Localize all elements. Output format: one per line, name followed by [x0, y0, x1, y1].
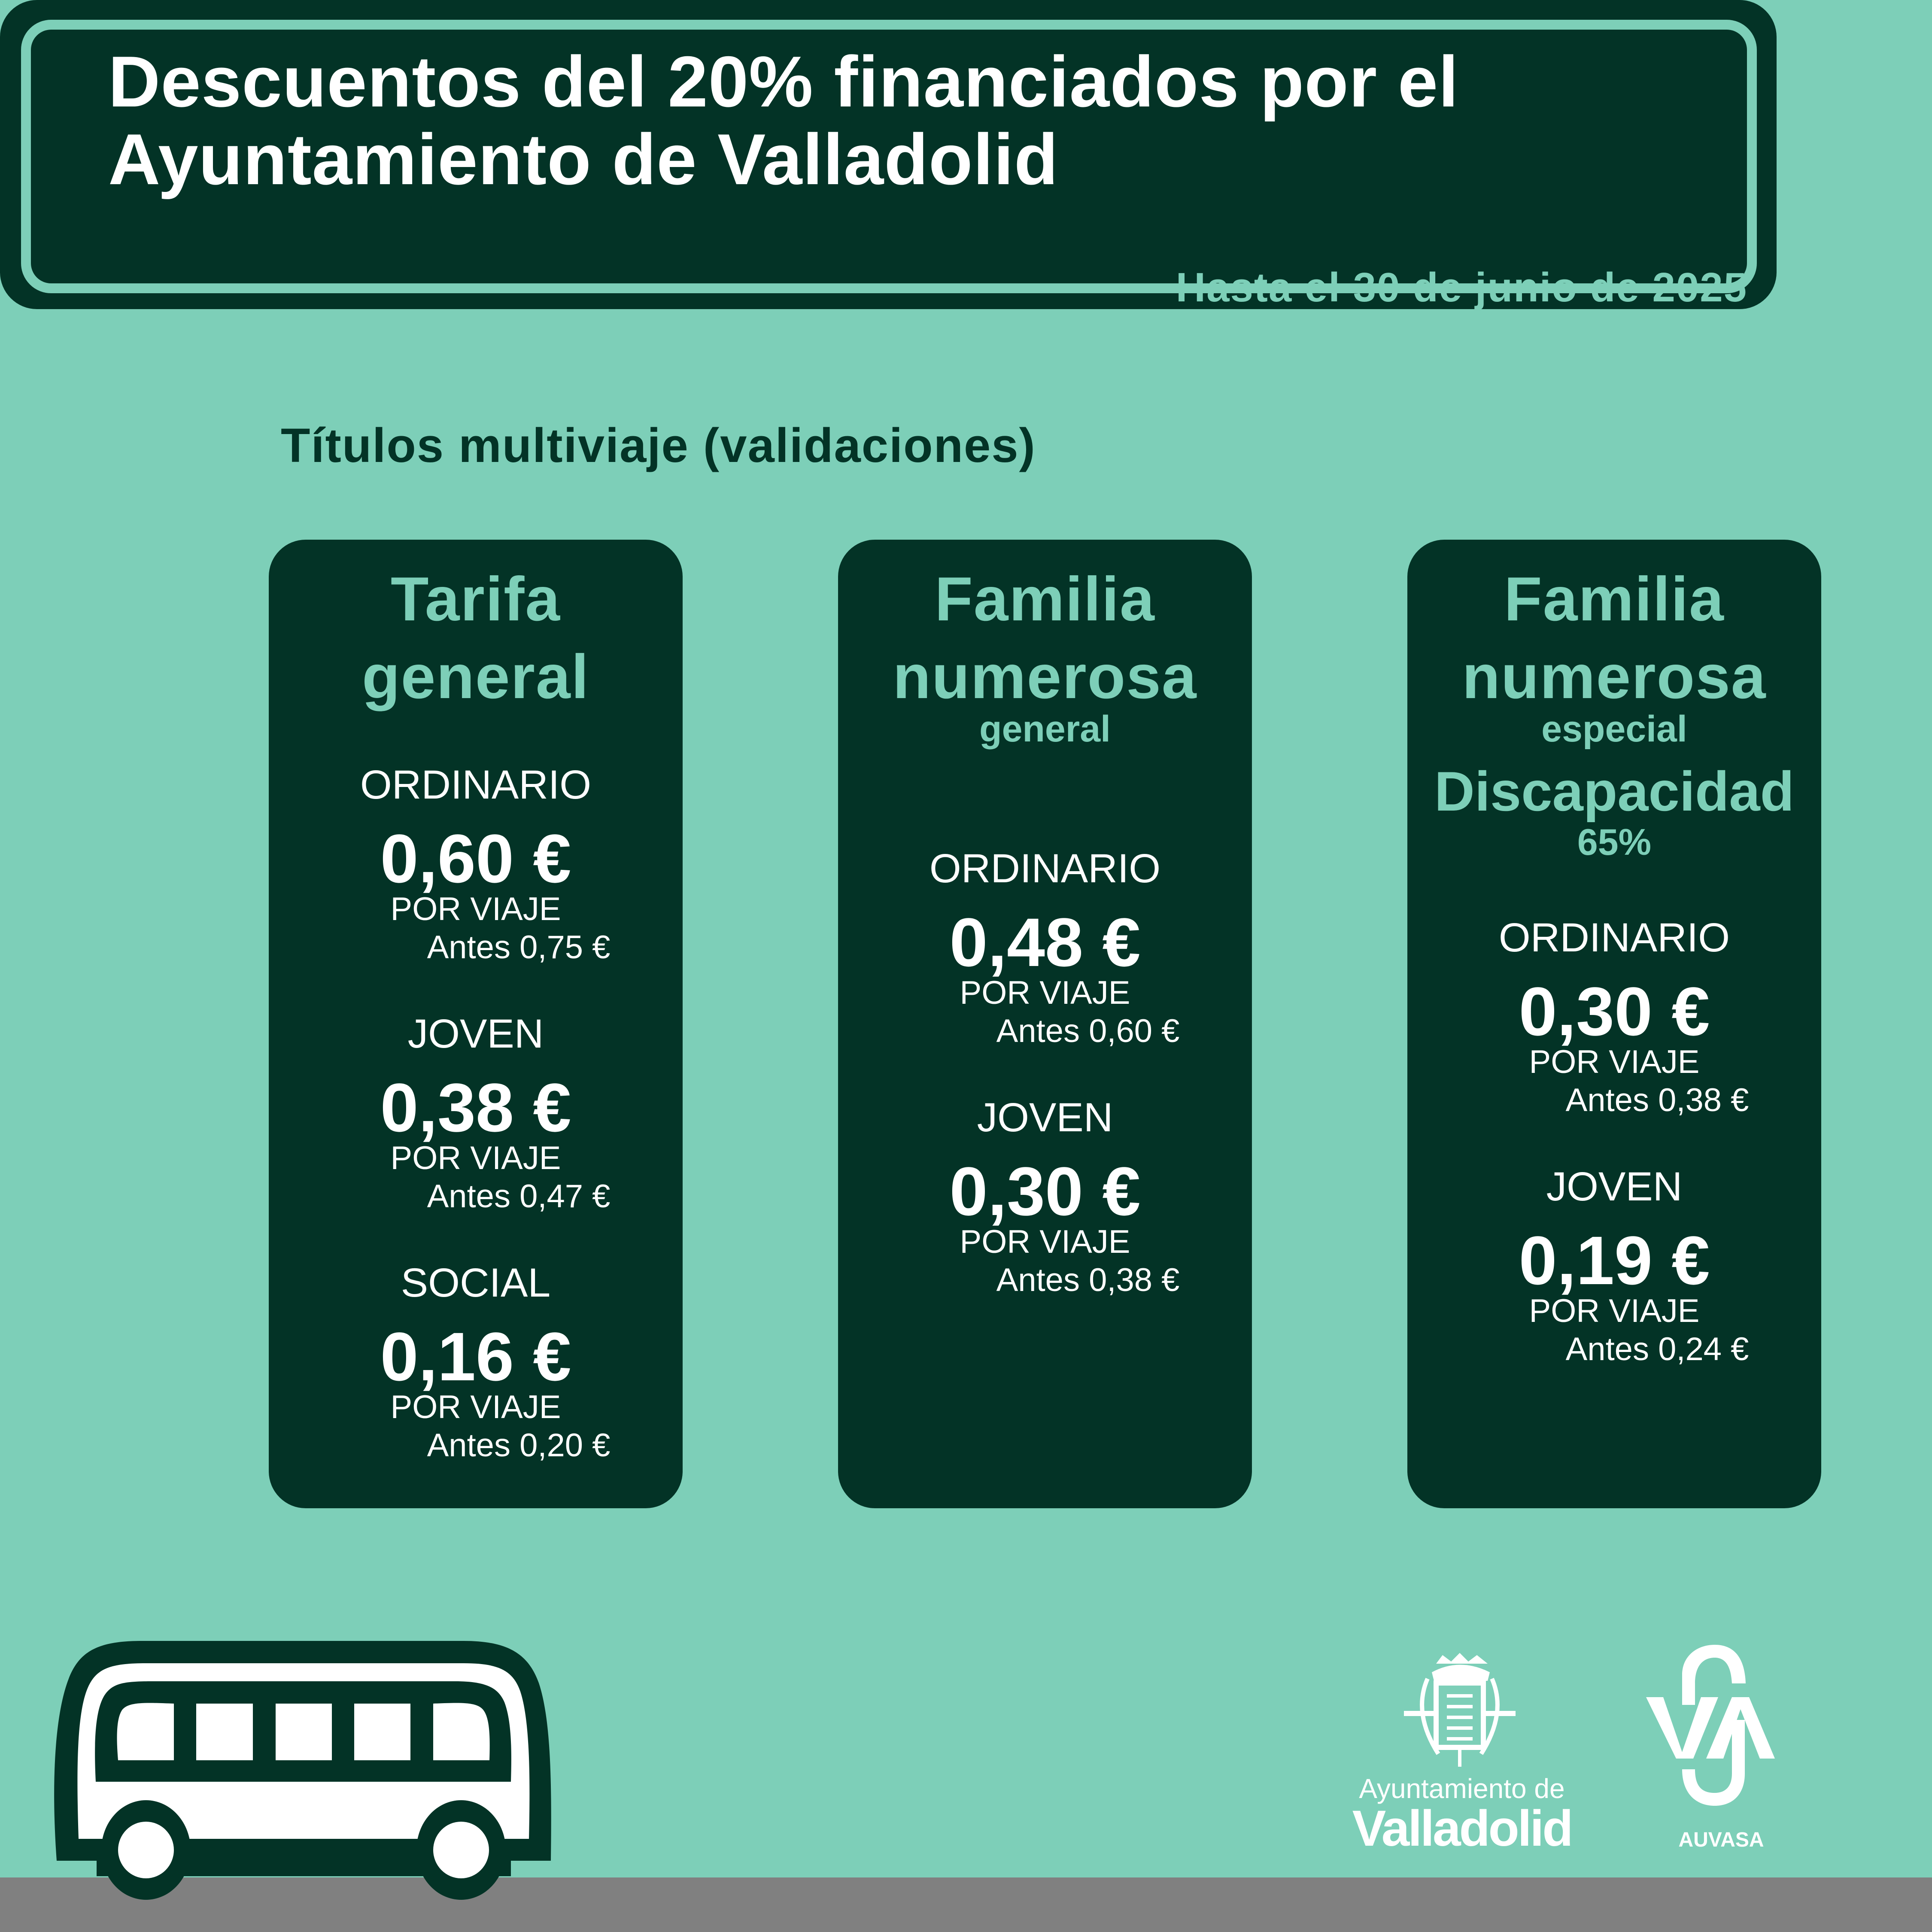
card-extra-title: Discapacidad — [1434, 760, 1795, 823]
fare-previous-price: Antes 0,38 € — [996, 1262, 1180, 1298]
city-crest-logo — [1344, 1649, 1580, 1769]
fare-label: SOCIAL — [401, 1260, 551, 1306]
card-title: general — [362, 642, 589, 711]
page-title-line1: Descuentos del 20% financiados por el — [108, 41, 1459, 122]
fare-price: 0,30 € — [949, 1153, 1141, 1230]
fare-previous-price: Antes 0,60 € — [996, 1013, 1180, 1049]
header-border — [21, 20, 1757, 293]
road-strip — [0, 1877, 1932, 1932]
fare-label: JOVEN — [1546, 1164, 1683, 1209]
page-title-line2: Ayuntamiento de Valladolid — [108, 119, 1059, 200]
card-subtitle: general — [979, 708, 1111, 750]
card-title: Familia — [935, 564, 1155, 634]
fare-unit: POR VIAJE — [390, 1140, 561, 1176]
card-familia-numerosa-general: Familia numerosa general ORDINARIO 0,48 … — [838, 540, 1252, 1508]
fare-previous-price: Antes 0,24 € — [1565, 1331, 1749, 1367]
fare-label: JOVEN — [977, 1095, 1113, 1140]
fare-unit: POR VIAJE — [960, 975, 1130, 1011]
fare-previous-price: Antes 0,20 € — [427, 1427, 611, 1464]
fare-label: JOVEN — [407, 1011, 544, 1057]
fare-price: 0,38 € — [380, 1069, 571, 1146]
header-banner: Descuentos del 20% financiados por el Ay… — [0, 0, 1777, 310]
fare-price: 0,16 € — [380, 1318, 571, 1395]
city-logo-text-line2: Valladolid — [1352, 1800, 1574, 1857]
card-title: numerosa — [1462, 642, 1767, 711]
fare-unit: POR VIAJE — [960, 1224, 1130, 1260]
fare-previous-price: Antes 0,47 € — [427, 1178, 611, 1215]
fare-price: 0,60 € — [380, 820, 571, 897]
card-title: Familia — [1504, 564, 1725, 634]
auvasa-logo-icon — [1646, 1645, 1775, 1806]
fare-unit: POR VIAJE — [1529, 1044, 1700, 1080]
fare-unit: POR VIAJE — [1529, 1293, 1700, 1329]
fare-label: ORDINARIO — [929, 846, 1161, 891]
fare-unit: POR VIAJE — [390, 1389, 561, 1425]
fare-group-ordinario: ORDINARIO 0,48 € POR VIAJE Antes 0,60 € — [838, 844, 1252, 1059]
bus-icon — [54, 1641, 551, 1900]
card-tarifa-general: Tarifa general ORDINARIO 0,60 € POR VIAJ… — [269, 540, 683, 1508]
fare-group-ordinario: ORDINARIO 0,60 € POR VIAJE Antes 0,75 € — [269, 760, 683, 975]
fare-label: ORDINARIO — [1498, 915, 1730, 960]
crest-icon — [1404, 1653, 1516, 1767]
fare-group-joven: JOVEN 0,30 € POR VIAJE Antes 0,38 € — [838, 1093, 1252, 1308]
fare-price: 0,19 € — [1519, 1222, 1710, 1299]
section-title: Títulos multiviaje (validaciones) — [281, 419, 1036, 472]
card-title: Tarifa — [390, 564, 561, 634]
card-extra-subtitle: 65% — [1577, 822, 1652, 863]
fare-price: 0,48 € — [949, 904, 1141, 981]
fare-group-joven: JOVEN 0,19 € POR VIAJE Antes 0,24 € — [1407, 1162, 1821, 1377]
fare-label: ORDINARIO — [360, 762, 592, 808]
fare-unit: POR VIAJE — [390, 891, 561, 927]
fare-group-social: SOCIAL 0,16 € POR VIAJE Antes 0,20 € — [269, 1258, 683, 1473]
card-title: numerosa — [893, 642, 1197, 711]
fare-group-ordinario: ORDINARIO 0,30 € POR VIAJE Antes 0,38 € — [1407, 913, 1821, 1128]
card-familia-numerosa-especial: Familia numerosa especial Discapacidad 6… — [1407, 540, 1821, 1508]
fare-price: 0,30 € — [1519, 973, 1710, 1050]
validity-date: Hasta el 30 de junio de 2025 — [1176, 264, 1747, 310]
auvasa-logo-text: AUVASA — [1678, 1829, 1764, 1851]
fare-group-joven: JOVEN 0,38 € POR VIAJE Antes 0,47 € — [269, 1009, 683, 1224]
fare-previous-price: Antes 0,75 € — [427, 929, 611, 966]
city-logo-text-line1: Ayuntamiento de — [1359, 1773, 1565, 1804]
fare-previous-price: Antes 0,38 € — [1565, 1082, 1749, 1118]
card-subtitle: especial — [1541, 708, 1687, 750]
